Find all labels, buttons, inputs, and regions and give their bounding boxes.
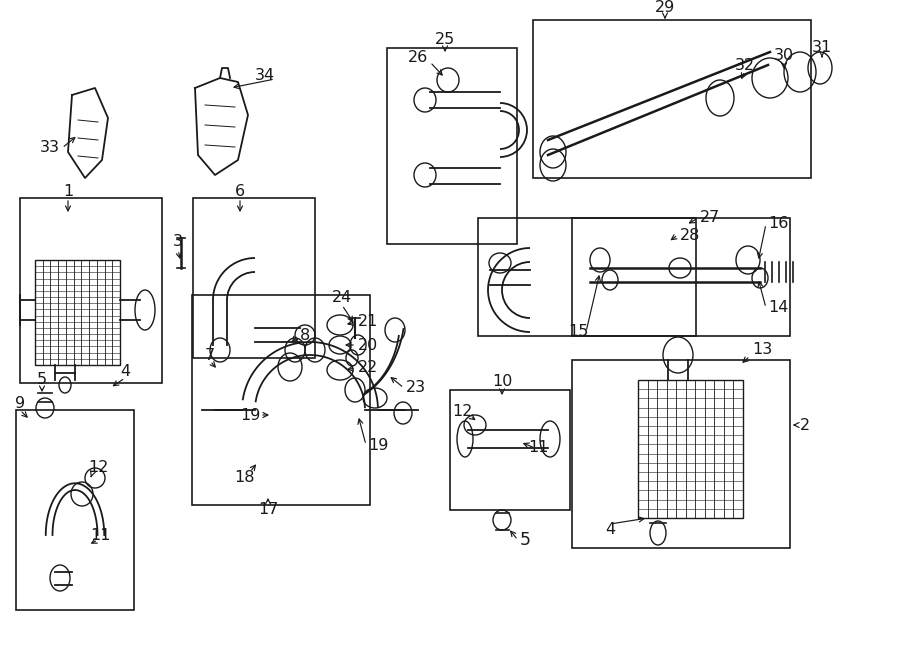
- Text: 23: 23: [406, 381, 426, 395]
- Bar: [35, 260, 120, 365]
- Text: 31: 31: [812, 40, 833, 56]
- Text: 19: 19: [368, 438, 389, 453]
- Text: 22: 22: [358, 360, 378, 375]
- Text: 27: 27: [700, 210, 720, 225]
- Bar: [572, 218, 790, 336]
- Text: 25: 25: [435, 32, 455, 48]
- Bar: [533, 20, 811, 178]
- Text: 4: 4: [605, 522, 615, 537]
- Text: 1: 1: [63, 184, 73, 200]
- Text: 12: 12: [88, 461, 108, 475]
- Text: 15: 15: [568, 325, 589, 340]
- Text: 11: 11: [90, 527, 110, 543]
- Text: 26: 26: [408, 50, 428, 65]
- Text: 30: 30: [774, 48, 794, 63]
- Bar: [572, 360, 790, 548]
- Text: 12: 12: [452, 405, 472, 420]
- Bar: [20, 198, 162, 383]
- Text: 11: 11: [527, 440, 548, 455]
- Text: 4: 4: [120, 364, 130, 379]
- Text: 3: 3: [173, 235, 183, 249]
- Text: 18: 18: [235, 471, 256, 485]
- Text: 28: 28: [680, 227, 700, 243]
- Text: 33: 33: [40, 141, 60, 155]
- Text: 6: 6: [235, 184, 245, 200]
- Bar: [450, 390, 570, 510]
- Text: 21: 21: [358, 315, 378, 329]
- Bar: [192, 295, 370, 505]
- Text: 32: 32: [735, 58, 755, 73]
- Text: 16: 16: [768, 217, 788, 231]
- Text: 2: 2: [800, 418, 810, 432]
- Bar: [387, 48, 517, 244]
- Bar: [478, 218, 696, 336]
- Text: 19: 19: [239, 407, 260, 422]
- Bar: [193, 198, 315, 358]
- Text: 5: 5: [37, 373, 47, 387]
- Text: 20: 20: [358, 338, 378, 352]
- Text: 9: 9: [15, 397, 25, 412]
- Text: 24: 24: [332, 290, 352, 305]
- Text: 14: 14: [768, 301, 788, 315]
- Text: 13: 13: [752, 342, 772, 358]
- Text: 5: 5: [520, 531, 531, 549]
- Text: 34: 34: [255, 67, 275, 83]
- Bar: [16, 410, 134, 610]
- Text: 8: 8: [300, 327, 310, 342]
- Text: 17: 17: [257, 502, 278, 518]
- Text: 29: 29: [655, 1, 675, 15]
- Text: 7: 7: [205, 348, 215, 362]
- Text: 10: 10: [491, 375, 512, 389]
- Bar: [638, 380, 743, 518]
